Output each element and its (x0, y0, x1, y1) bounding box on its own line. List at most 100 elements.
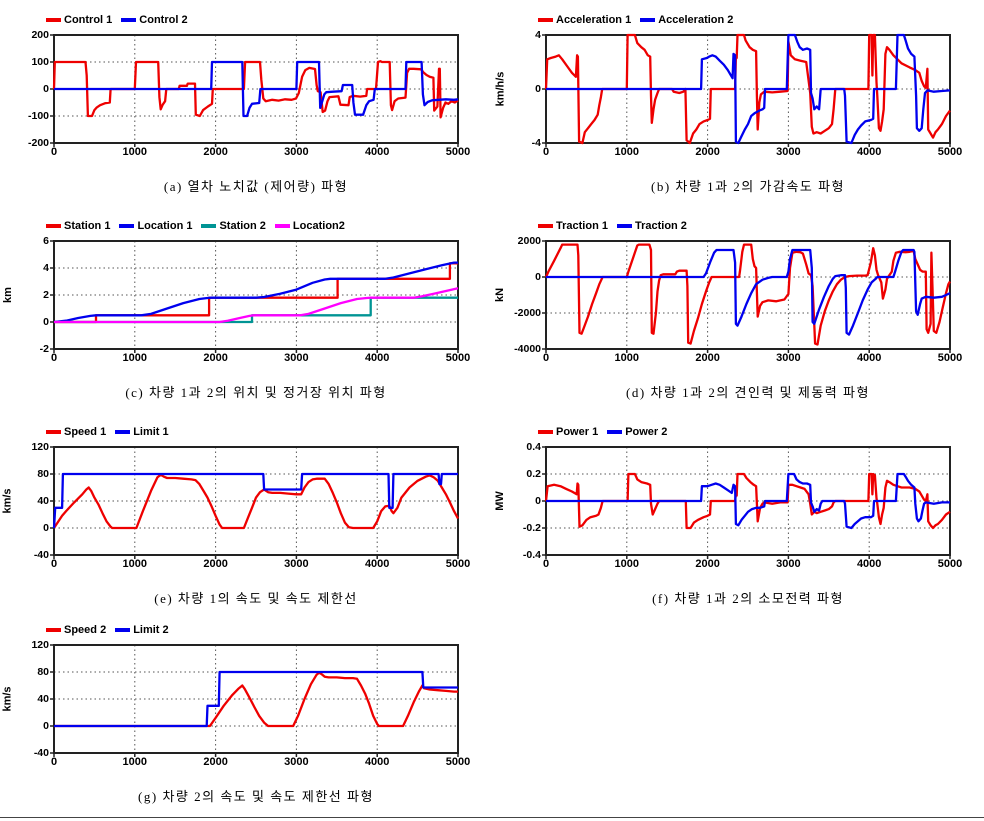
plot-area (50, 644, 459, 757)
legend-swatch-icon (119, 224, 135, 228)
x-tick-label: 2000 (695, 558, 720, 570)
x-tick-label: 0 (50, 756, 58, 768)
legend-label: Limit 1 (133, 426, 169, 438)
y-tick-label: -0.2 (522, 522, 541, 534)
chart-a: Control 1 Control 2 200 100 0 -100 -200 0 1000 20… (0, 0, 492, 195)
legend-label: Power 2 (625, 426, 668, 438)
series-line (544, 243, 951, 346)
legend-swatch-icon (616, 224, 632, 228)
y-tick-label: 0 (535, 495, 541, 507)
legend-label: Acceleration 2 (658, 14, 734, 26)
y-tick-label: 40 (37, 693, 49, 705)
legend-swatch-icon (274, 224, 290, 228)
plot-border (545, 240, 951, 350)
legend-swatch-icon (640, 18, 656, 22)
legend-label: Speed 1 (64, 426, 107, 438)
series-line (54, 262, 458, 324)
x-tick-label: 5000 (937, 352, 963, 364)
legend-label: Control 2 (139, 14, 188, 26)
legend-swatch-icon (46, 18, 61, 22)
x-tick-label: 2000 (203, 146, 228, 158)
legend-item: Power 1 (538, 426, 598, 438)
legend: Speed 1 Limit 1 (46, 424, 492, 440)
legend: Station 1 Location 1 Station 2 Location2 (46, 218, 492, 234)
legend-item: Acceleration 1 (538, 14, 631, 26)
x-tick-label: 0 (50, 352, 58, 364)
legend-item: Location 1 (119, 220, 192, 232)
legend: Traction 1 Traction 2 (538, 218, 984, 234)
y-tick-label: 2 (43, 289, 49, 301)
plot-area (50, 240, 459, 353)
chart-caption: (c) 차량 1과 2의 위치 및 정거장 위치 파형 (125, 385, 387, 400)
y-tick-label: 100 (31, 56, 49, 68)
x-tick-label: 5000 (445, 756, 471, 768)
legend-swatch-icon (46, 628, 61, 632)
x-tick-label: 2000 (695, 352, 720, 364)
legend: Speed 2 Limit 2 (46, 622, 492, 638)
y-axis-label: km (2, 287, 14, 303)
chart-caption: (f) 차량 1과 2의 소모전력 파형 (652, 591, 844, 606)
x-tick-label: 2000 (203, 756, 228, 768)
y-tick-label: 0 (43, 316, 49, 328)
chart-caption: (d) 차량 1과 2의 견인력 및 제동력 파형 (626, 385, 870, 400)
x-tick-label: 2000 (695, 146, 720, 158)
legend-label: Location 1 (137, 220, 193, 232)
series-line (54, 287, 459, 324)
y-tick-label: 6 (43, 235, 49, 247)
y-tick-label: 80 (37, 468, 49, 480)
y-tick-label: -0.4 (522, 549, 541, 561)
y-axis-label: km/s (2, 488, 15, 514)
series-line (54, 671, 458, 728)
legend-item: Speed 2 (46, 624, 106, 636)
x-tick-label: 4000 (856, 558, 882, 570)
x-tick-label: 4000 (856, 352, 882, 364)
x-tick-label: 0 (542, 352, 550, 364)
y-tick-label: -40 (33, 747, 49, 759)
chart-caption: (g) 차량 2의 속도 및 속도 제한선 파형 (138, 789, 374, 804)
x-tick-label: 5000 (937, 558, 963, 570)
legend-item: Speed 1 (46, 426, 106, 438)
y-tick-label: -4 (531, 137, 541, 149)
x-tick-label: 4000 (364, 756, 390, 768)
legend-label: Traction 2 (634, 220, 687, 232)
y-tick-label: 0.4 (526, 441, 541, 453)
series-line (546, 33, 951, 145)
series-line (546, 248, 951, 336)
y-tick-label: 4 (535, 29, 541, 41)
legend-swatch-icon (538, 430, 553, 434)
x-tick-label: 3000 (284, 352, 309, 364)
plot-area (542, 33, 951, 147)
y-axis-label: km/s (2, 686, 15, 712)
legend-label: Station 2 (219, 220, 266, 232)
x-tick-label: 3000 (284, 558, 309, 570)
legend-label: Limit 2 (133, 624, 169, 636)
legend-item: Location2 (274, 220, 345, 232)
y-tick-label: 80 (37, 666, 49, 678)
y-axis-label: km/h/s (494, 71, 507, 107)
chart-d: Traction 1 Traction 2 kN 2000 0 -2000 -4000 0 10… (492, 206, 984, 401)
x-tick-label: 3000 (776, 558, 801, 570)
series-line (54, 670, 458, 728)
x-tick-label: 4000 (364, 352, 390, 364)
series-line (52, 472, 458, 529)
plot-area (50, 34, 459, 147)
legend-label: Station 1 (64, 220, 111, 232)
x-tick-label: 4000 (856, 146, 882, 158)
legend: Power 1 Power 2 (538, 424, 984, 440)
series-line (54, 60, 459, 118)
y-tick-label: -100 (27, 110, 49, 122)
y-tick-label: 0 (43, 720, 49, 732)
x-tick-label: 1000 (122, 146, 148, 158)
legend-swatch-icon (538, 224, 553, 228)
y-tick-label: 120 (31, 639, 49, 651)
y-tick-label: 0 (43, 83, 49, 95)
series-line (544, 33, 951, 145)
x-tick-label: 0 (50, 146, 58, 158)
x-tick-label: 5000 (445, 146, 471, 158)
legend: Acceleration 1 Acceleration 2 (538, 12, 984, 28)
legend-label: Acceleration 1 (556, 14, 632, 26)
legend-item: Acceleration 2 (640, 14, 733, 26)
legend-item: Traction 1 (538, 220, 608, 232)
y-axis-label: MW (494, 491, 507, 511)
y-tick-label: 120 (31, 441, 49, 453)
